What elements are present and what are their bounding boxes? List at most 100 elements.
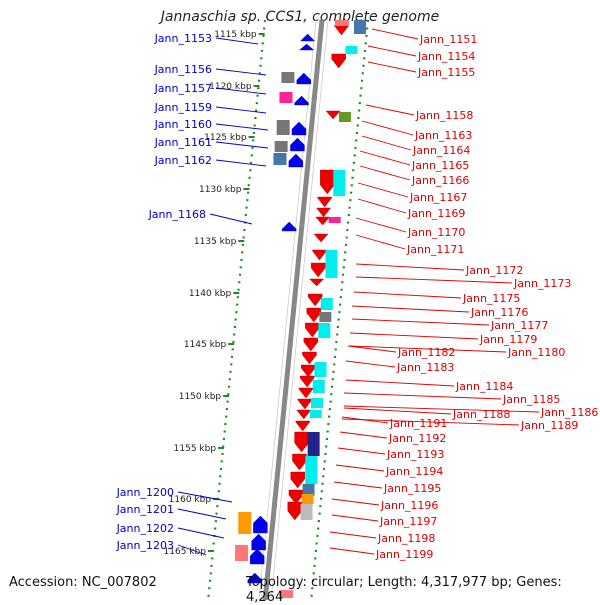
left-gene-label: Jann_1157 [154,82,212,95]
reverse-gene-arrow [292,453,307,471]
right-gene-label: Jann_1179 [479,333,537,346]
left-label-leader [215,68,267,76]
reverse-gene-arrow [303,337,319,352]
reverse-gene-arrow [331,53,346,69]
right-gene-label: Jann_1164 [412,144,470,157]
right-label-leader [355,263,465,271]
reverse-domain-box [305,456,318,484]
right-label-leader [343,405,540,413]
forward-gene-arrow [253,515,268,534]
reverse-domain-box [345,46,358,54]
reverse-gene-arrow [325,110,341,120]
right-gene-label: Jann_1151 [419,33,477,46]
reverse-domain-box [335,20,349,26]
forward-domain-box [238,512,252,534]
right-gene-label: Jann_1163 [414,129,472,142]
reverse-gene-arrow [294,431,309,453]
right-gene-label: Jann_1167 [409,191,467,204]
reverse-domain-box [310,398,323,408]
left-label-leader [215,106,267,114]
kbp-tick-label: 1155 kbp [174,444,217,454]
right-gene-label: Jann_1154 [417,50,475,63]
right-label-leader [335,464,385,472]
reverse-gene-arrow [312,249,327,261]
reverse-domain-box [319,312,332,322]
reverse-gene-arrow [307,293,323,307]
right-label-leader [353,291,462,299]
right-label-leader [355,276,513,284]
reverse-domain-box [307,432,320,456]
right-gene-label: Jann_1166 [411,174,469,187]
kbp-tick-label: 1130 kbp [199,185,242,195]
forward-gene-arrow [249,548,265,565]
forward-domain-box [235,545,249,561]
forward-gene-arrow [294,95,309,106]
right-gene-label: Jann_1189 [520,419,578,432]
map-title: Jannaschia sp. CCS1, complete genome [160,9,440,25]
reverse-gene-arrow [299,375,315,388]
left-gene-label: Jann_1200 [116,486,174,499]
right-gene-label: Jann_1192 [388,432,446,445]
reverse-domain-box [312,380,325,393]
forward-domain-box [273,153,287,165]
kbp-tick-label: 1150 kbp [179,392,222,402]
reverse-domain-box [301,494,314,504]
right-gene-label: Jann_1169 [407,207,465,220]
right-label-leader [351,318,490,326]
right-gene-label: Jann_1170 [407,226,465,239]
right-label-leader [347,345,397,353]
left-gene-label: Jann_1160 [154,118,212,131]
forward-gene-arrow [300,33,316,42]
forward-domain-box [274,141,288,152]
right-label-leader [359,150,411,166]
forward-gene-arrow [282,221,297,232]
right-label-leader [343,392,502,400]
forward-domain-box [279,92,293,103]
right-label-leader [355,234,406,250]
reverse-gene-arrow [300,364,316,378]
right-gene-label: Jann_1195 [383,482,441,495]
right-label-leader [371,28,419,40]
reverse-gene-arrow [298,387,314,399]
left-gene-label: Jann_1162 [154,154,212,167]
right-label-leader [359,165,411,181]
reverse-domain-box [333,170,346,196]
right-gene-label: Jann_1165 [411,159,469,172]
right-label-leader [341,418,520,426]
left-label-leader [215,159,267,167]
genome-backbone [262,19,325,600]
left-gene-label: Jann_1161 [154,136,212,149]
right-gene-label: Jann_1177 [490,319,548,332]
right-label-leader [331,498,380,506]
left-label-leader [177,508,227,520]
right-label-leader [345,360,396,368]
right-gene-label: Jann_1171 [406,243,464,256]
right-label-leader [349,332,479,340]
right-gene-label: Jann_1175 [462,292,520,305]
right-gene-label: Jann_1182 [397,346,455,359]
right-gene-label: Jann_1191 [389,417,447,430]
reverse-domain-box [354,20,366,34]
forward-gene-arrow [290,137,305,152]
kbp-tick-label: 1160 kbp [169,495,212,505]
reverse-gene-arrow [317,196,332,208]
right-label-leader [343,407,452,415]
reverse-domain-box [300,504,313,520]
left-label-leader [177,544,207,556]
forward-gene-arrow [296,72,312,85]
left-label-leader [177,491,233,503]
right-label-leader [351,305,470,313]
right-label-leader [367,45,417,57]
right-label-leader [357,198,407,214]
right-label-leader [341,416,389,424]
left-label-leader [215,141,269,149]
right-gene-label: Jann_1197 [379,515,437,528]
right-gene-label: Jann_1194 [385,465,443,478]
right-gene-label: Jann_1185 [502,393,560,406]
left-gene-label: Jann_1202 [116,522,174,535]
right-gene-label: Jann_1180 [507,346,565,359]
right-label-leader [339,431,388,439]
kbp-tick-label: 1145 kbp [184,340,227,350]
right-label-leader [355,217,407,233]
forward-gene-arrow [299,43,315,51]
